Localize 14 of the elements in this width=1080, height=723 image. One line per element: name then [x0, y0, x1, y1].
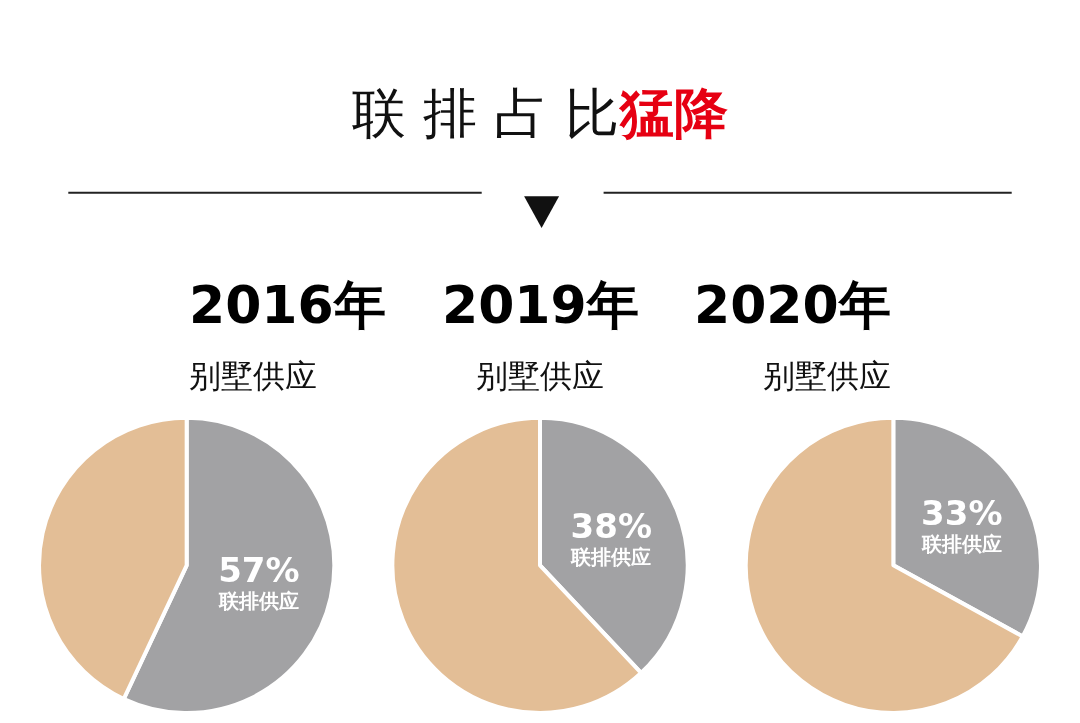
data-label: 33%: [921, 493, 1003, 534]
chart-title: 2016年: [189, 275, 386, 335]
slice-label: 联排供应: [570, 544, 652, 569]
text: 联 排 占 比: [352, 82, 620, 145]
text: 猛降: [617, 82, 728, 145]
chart-title: 2020年: [694, 275, 891, 335]
chart-subtitle: 别墅供应: [189, 357, 317, 395]
slice-label: 联排供应: [920, 532, 1002, 557]
data-label: 38%: [570, 505, 652, 546]
chart-title: 2019年: [442, 275, 639, 335]
chart-subtitle: 别墅供应: [476, 357, 604, 395]
chart-subtitle: 别墅供应: [763, 357, 891, 395]
slice-label: 联排供应: [217, 588, 299, 613]
data-label: 57%: [218, 549, 300, 590]
